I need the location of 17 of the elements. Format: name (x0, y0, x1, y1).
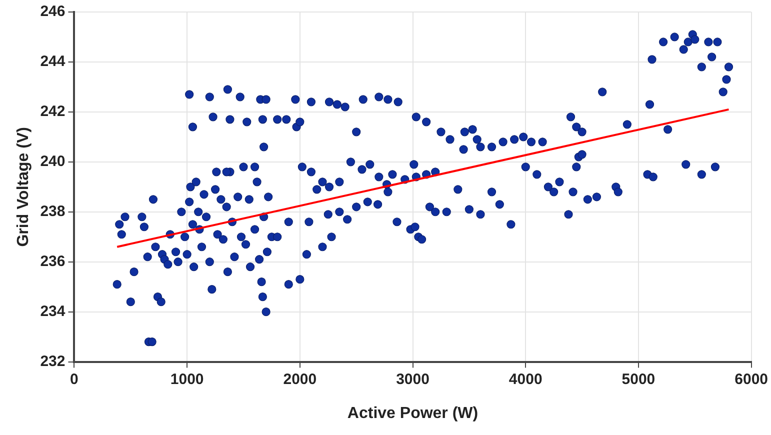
x-tick-label: 0 (70, 370, 78, 388)
x-tick-label: 6000 (734, 370, 768, 388)
y-tick-label: 244 (40, 53, 66, 70)
x-tick-label: 3000 (396, 370, 430, 388)
y-tick-label: 238 (40, 203, 66, 220)
x-axis-title: Active Power (W) (347, 404, 478, 422)
y-tick-label: 232 (40, 352, 66, 370)
x-tick-label: 1000 (170, 370, 204, 388)
y-tick-label: 240 (40, 153, 66, 170)
y-axis-title: Grid Voltage (V) (15, 127, 32, 247)
x-tick-label: 2000 (283, 370, 317, 388)
y-tick-label: 242 (40, 103, 66, 120)
x-tick-label: 4000 (508, 370, 542, 388)
y-tick-label: 234 (40, 302, 66, 320)
x-tick-label: 5000 (622, 370, 656, 388)
y-tick-label: 246 (40, 3, 66, 20)
y-tick-label: 236 (40, 253, 66, 270)
